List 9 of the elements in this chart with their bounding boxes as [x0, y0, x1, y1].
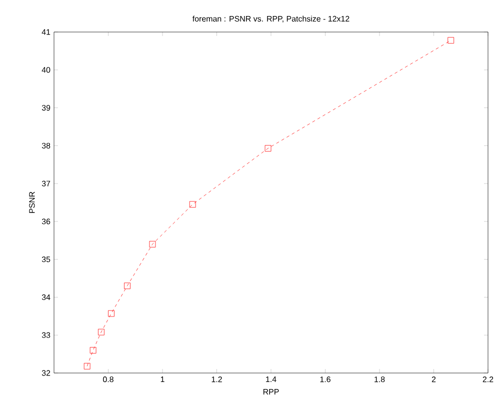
point — [124, 282, 130, 290]
point — [448, 37, 454, 44]
point — [98, 328, 104, 336]
point — [149, 240, 156, 248]
point — [189, 201, 196, 208]
point — [108, 310, 114, 317]
point — [84, 362, 90, 370]
point — [90, 347, 96, 354]
point — [264, 145, 272, 152]
